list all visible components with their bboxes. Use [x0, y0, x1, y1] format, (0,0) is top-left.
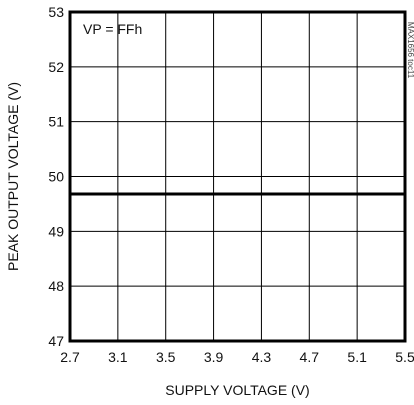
x-axis-label: SUPPLY VOLTAGE (V) [165, 382, 309, 398]
annotation-label: VP = FFh [83, 21, 142, 37]
x-tick-label: 5.5 [395, 349, 414, 365]
y-tick-label: 48 [48, 278, 64, 294]
y-tick-label: 52 [48, 59, 64, 75]
y-tick-label: 50 [48, 169, 64, 185]
y-tick-labels: 47 48 49 50 51 52 53 [48, 4, 64, 349]
x-tick-label: 4.3 [252, 349, 272, 365]
x-tick-label: 3.1 [108, 349, 128, 365]
figure-code: MAX1656 toc11 [406, 22, 414, 79]
y-tick-label: 49 [48, 223, 64, 239]
y-tick-label: 51 [48, 114, 64, 130]
x-tick-label: 5.1 [347, 349, 367, 365]
x-tick-labels: 2.7 3.1 3.5 3.9 4.3 4.7 5.1 5.5 [60, 349, 414, 365]
y-tick-label: 53 [48, 4, 64, 20]
x-tick-label: 2.7 [60, 349, 80, 365]
plot-frame [68, 10, 407, 343]
y-axis-label: PEAK OUTPUT VOLTAGE (V) [5, 82, 21, 271]
grid [70, 12, 405, 341]
x-tick-label: 3.9 [204, 349, 224, 365]
x-tick-label: 3.5 [156, 349, 176, 365]
y-tick-label: 47 [48, 333, 64, 349]
x-tick-label: 4.7 [300, 349, 320, 365]
